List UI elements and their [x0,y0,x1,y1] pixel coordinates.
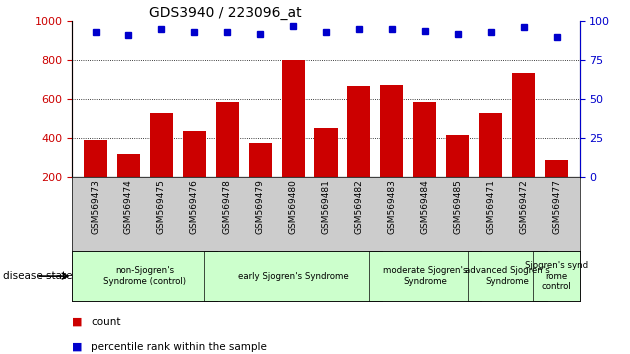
Bar [282,60,305,177]
Bar [249,143,272,177]
Text: ■: ■ [72,317,83,327]
Text: advanced Sjogren's
Syndrome: advanced Sjogren's Syndrome [465,267,549,286]
Bar [534,251,580,301]
Bar [446,135,469,177]
Bar [215,102,239,177]
Text: GSM569472: GSM569472 [519,179,528,234]
Bar [204,251,382,301]
Text: GSM569482: GSM569482 [355,179,364,234]
Bar [117,154,140,177]
Bar [84,140,107,177]
Text: GSM569471: GSM569471 [486,179,495,234]
Bar [150,113,173,177]
Text: GSM569485: GSM569485 [453,179,462,234]
Bar [467,251,547,301]
Bar [479,113,502,177]
Text: moderate Sjogren's
Syndrome: moderate Sjogren's Syndrome [382,267,467,286]
Text: GSM569483: GSM569483 [387,179,396,234]
Text: count: count [91,317,121,327]
Text: percentile rank within the sample: percentile rank within the sample [91,342,267,352]
Text: disease state: disease state [3,271,72,281]
Text: GSM569481: GSM569481 [321,179,331,234]
Bar [369,251,481,301]
Text: GSM569479: GSM569479 [256,179,265,234]
Text: GSM569480: GSM569480 [289,179,297,234]
Text: ■: ■ [72,342,83,352]
Text: GSM569478: GSM569478 [223,179,232,234]
Text: GSM569473: GSM569473 [91,179,100,234]
Bar [381,85,403,177]
Text: Sjogren's synd
rome
control: Sjogren's synd rome control [525,261,588,291]
Text: GSM569476: GSM569476 [190,179,199,234]
Text: early Sjogren's Syndrome: early Sjogren's Syndrome [238,272,348,281]
Bar [183,131,206,177]
Bar [314,128,338,177]
Text: GSM569477: GSM569477 [552,179,561,234]
Text: GSM569474: GSM569474 [124,179,133,234]
Bar [347,86,370,177]
Bar [413,102,437,177]
Bar [545,160,568,177]
Text: GDS3940 / 223096_at: GDS3940 / 223096_at [149,6,301,20]
Bar [512,73,535,177]
Text: GSM569484: GSM569484 [420,179,429,234]
Bar [72,251,217,301]
Text: non-Sjogren's
Syndrome (control): non-Sjogren's Syndrome (control) [103,267,186,286]
Text: GSM569475: GSM569475 [157,179,166,234]
